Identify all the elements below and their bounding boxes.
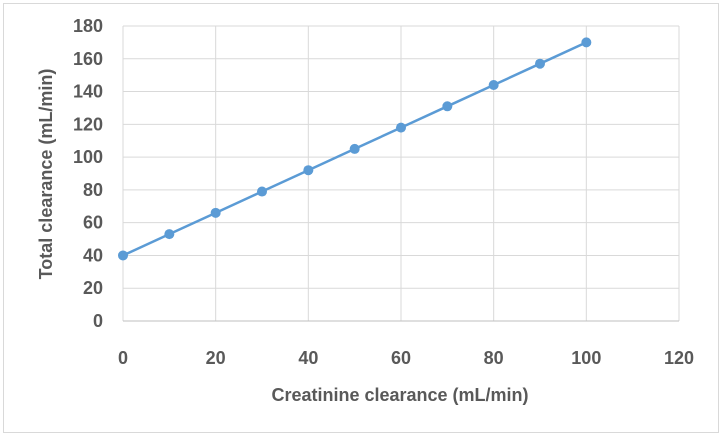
y-tick-label: 20 bbox=[83, 278, 103, 298]
x-tick-label: 120 bbox=[664, 348, 694, 368]
y-tick-label: 140 bbox=[73, 82, 103, 102]
gridlines bbox=[122, 25, 680, 322]
data-point bbox=[488, 80, 499, 90]
data-point bbox=[164, 229, 175, 240]
x-tick-label: 100 bbox=[571, 348, 601, 368]
y-tick-label: 100 bbox=[73, 147, 103, 167]
data-point bbox=[442, 101, 453, 112]
data-point bbox=[210, 207, 221, 218]
y-tick-label: 60 bbox=[83, 213, 103, 233]
y-tick-label: 160 bbox=[73, 49, 103, 69]
data-point bbox=[303, 165, 314, 176]
x-tick-label: 80 bbox=[484, 348, 504, 368]
y-tick-label: 80 bbox=[83, 180, 103, 200]
x-tick-label: 0 bbox=[118, 348, 128, 368]
data-point bbox=[396, 122, 406, 133]
y-tick-label: 180 bbox=[73, 16, 103, 36]
data-point bbox=[535, 58, 545, 69]
y-tick-label: 120 bbox=[73, 114, 103, 134]
data-point bbox=[349, 143, 360, 154]
x-tick-label: 20 bbox=[206, 348, 226, 368]
data-point bbox=[257, 186, 267, 197]
data-point bbox=[581, 37, 592, 48]
x-tick-label: 60 bbox=[391, 348, 411, 368]
chart-frame bbox=[3, 3, 719, 433]
x-axis-title: Creatinine clearance (mL/min) bbox=[271, 385, 528, 405]
x-tick-label: 40 bbox=[298, 348, 318, 368]
series-layer bbox=[118, 37, 592, 261]
data-point bbox=[118, 250, 128, 261]
y-axis-title: Total clearance (mL/min) bbox=[36, 69, 56, 280]
y-tick-label: 40 bbox=[83, 245, 103, 265]
y-tick-label: 0 bbox=[93, 311, 103, 331]
tick-labels: 0 20 40 60 80 100 120 0 20 40 60 80 100 120 140 160 180 bbox=[73, 16, 694, 368]
